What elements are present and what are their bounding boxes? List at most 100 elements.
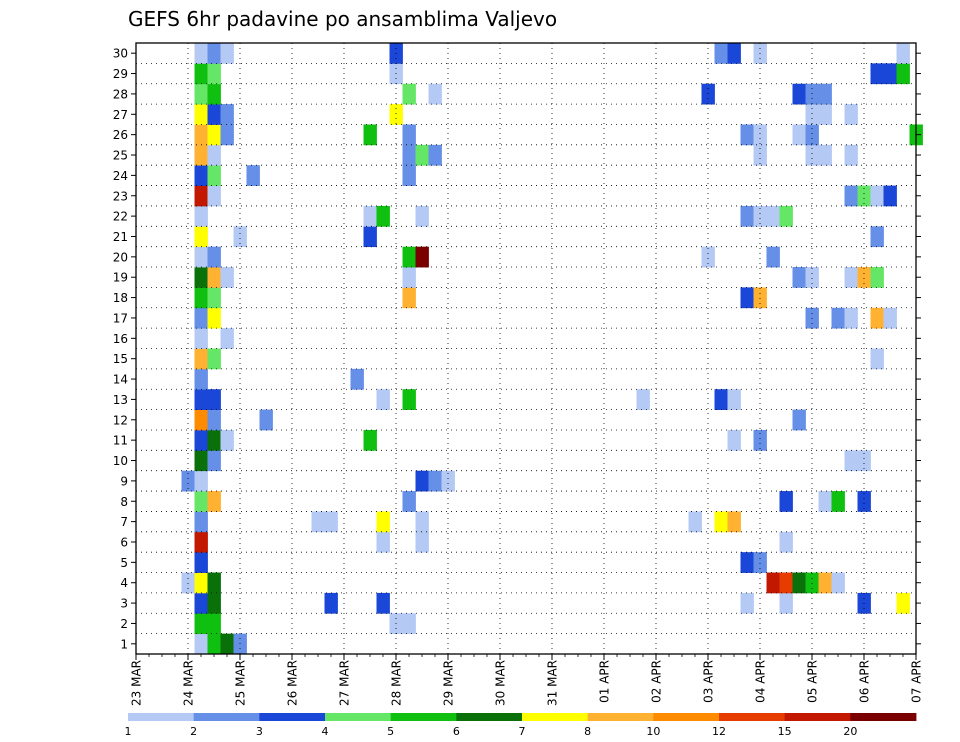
- heatmap-cell: [220, 104, 234, 125]
- x-tick-label: 01 APR: [598, 660, 612, 703]
- heatmap-cell: [402, 246, 416, 268]
- heatmap-cell: [194, 63, 208, 85]
- heatmap-cell: [194, 470, 208, 492]
- x-tick-label: 29 MAR: [442, 660, 456, 706]
- heatmap-cell: [870, 307, 884, 329]
- x-tick-label: 05 APR: [806, 660, 820, 703]
- heatmap-cell: [402, 267, 416, 288]
- heatmap-cell: [727, 389, 741, 410]
- heatmap-cell: [805, 267, 819, 288]
- heatmap-cell: [376, 531, 390, 553]
- y-tick-label: 27: [113, 108, 128, 122]
- heatmap-cell: [792, 124, 806, 146]
- heatmap-cell: [402, 287, 416, 309]
- y-tick-label: 12: [113, 413, 128, 427]
- heatmap-cell: [402, 124, 416, 146]
- colorbar-label: 1: [125, 725, 132, 738]
- y-tick-label: 24: [113, 169, 128, 183]
- heatmap-cell: [207, 287, 221, 309]
- heatmap-cell: [194, 592, 208, 614]
- heatmap-cell: [818, 144, 832, 166]
- x-tick-label: 02 APR: [650, 660, 664, 703]
- heatmap-cell: [844, 267, 858, 288]
- heatmap-cell: [207, 633, 221, 655]
- heatmap-cell: [207, 491, 221, 512]
- heatmap-cell: [792, 267, 806, 288]
- heatmap-cell: [688, 511, 702, 533]
- heatmap-cell: [207, 124, 221, 146]
- heatmap-cell: [194, 328, 208, 349]
- heatmap-cell: [753, 124, 767, 146]
- x-tick-label: 30 MAR: [494, 660, 508, 706]
- colorbar-label: 2: [190, 725, 197, 738]
- colorbar-label: 6: [453, 725, 460, 738]
- heatmap-cell: [792, 83, 806, 105]
- colorbar-label: 7: [519, 725, 526, 738]
- y-tick-label: 5: [120, 556, 128, 570]
- y-tick-label: 6: [120, 535, 128, 549]
- y-tick-label: 18: [113, 291, 128, 305]
- heatmap-cell: [220, 43, 234, 64]
- heatmap-cell: [194, 511, 208, 533]
- heatmap-cell: [194, 633, 208, 655]
- heatmap-cell: [207, 348, 221, 370]
- heatmap-cell: [714, 511, 728, 533]
- heatmap-cell: [831, 491, 845, 512]
- y-tick-label: 3: [120, 597, 128, 611]
- heatmap-cell: [324, 511, 338, 533]
- heatmap-cell: [844, 185, 858, 207]
- heatmap-cell: [753, 144, 767, 166]
- heatmap-cell: [883, 185, 897, 207]
- y-tick-label: 23: [113, 189, 128, 203]
- heatmap-cell: [194, 267, 208, 288]
- heatmap-cell: [220, 124, 234, 146]
- colorbar-swatch: [522, 713, 589, 721]
- heatmap-cell: [701, 83, 715, 105]
- x-tick-label: 28 MAR: [390, 660, 404, 706]
- heatmap-cell: [181, 572, 195, 594]
- heatmap-cell: [194, 389, 208, 410]
- heatmap-cell: [220, 267, 234, 288]
- heatmap-cell: [831, 572, 845, 594]
- heatmap-cell: [883, 63, 897, 85]
- colorbar-label: 15: [778, 725, 792, 738]
- colorbar-label: 12: [712, 725, 726, 738]
- heatmap-cell: [740, 552, 754, 573]
- heatmap-cell: [207, 572, 221, 594]
- heatmap-cell: [740, 287, 754, 309]
- heatmap-cell: [636, 389, 650, 410]
- heatmap-cell: [818, 83, 832, 105]
- heatmap-cell: [805, 124, 819, 146]
- heatmap-cell: [402, 613, 416, 635]
- heatmap-cell: [311, 511, 325, 533]
- heatmap-cell: [376, 511, 390, 533]
- heatmap-cell: [415, 470, 429, 492]
- heatmap-cell: [753, 205, 767, 227]
- heatmap-cell: [194, 104, 208, 125]
- heatmap-cell: [818, 491, 832, 512]
- y-tick-label: 26: [113, 128, 128, 142]
- axes: 1234567891011121314151617181920212223242…: [113, 42, 924, 706]
- heatmap-cell: [220, 328, 234, 349]
- heatmap-cell: [844, 307, 858, 329]
- colorbar-swatch: [850, 713, 917, 721]
- heatmap-cell: [194, 429, 208, 451]
- heatmap-cell: [428, 83, 442, 105]
- heatmap-cell: [441, 470, 455, 492]
- colorbar-swatch: [653, 713, 720, 721]
- colorbar-label: 8: [584, 725, 591, 738]
- heatmap-cell: [831, 307, 845, 329]
- heatmap-cell: [428, 470, 442, 492]
- heatmap-cell: [805, 83, 819, 105]
- heatmap-cell: [207, 267, 221, 288]
- y-tick-label: 1: [120, 637, 128, 651]
- chart-title: GEFS 6hr padavine po ansamblima Valjevo: [128, 7, 557, 31]
- heatmap-cell: [896, 592, 910, 614]
- heatmap-cell: [714, 389, 728, 410]
- heatmap-cell: [870, 63, 884, 85]
- heatmap-cell: [194, 572, 208, 594]
- heatmap-cell: [194, 144, 208, 166]
- colorbar-swatch: [325, 713, 392, 721]
- heatmap-cell: [792, 409, 806, 431]
- heatmap-cell: [194, 165, 208, 186]
